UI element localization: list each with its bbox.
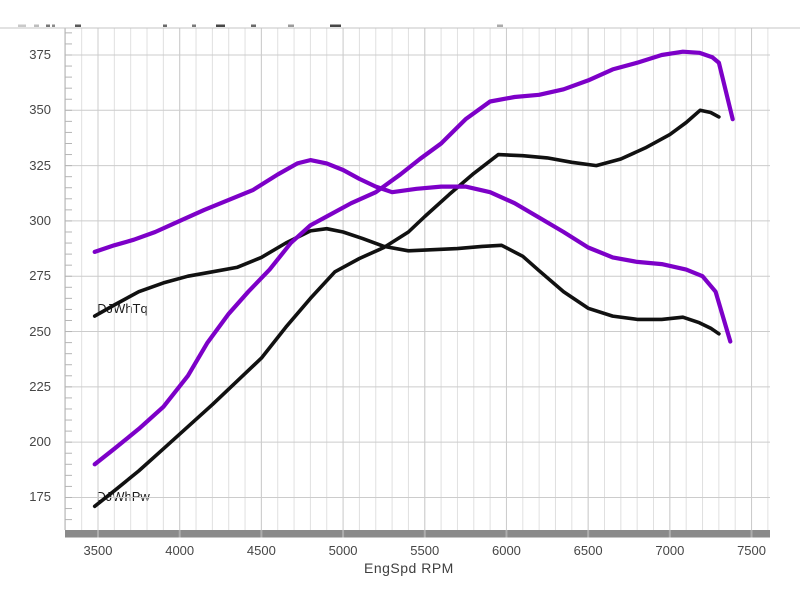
top-edge-text-fragment	[46, 24, 50, 27]
curve-DJWhTq-black-run	[92, 226, 721, 336]
x-tick-label: 7500	[737, 543, 766, 558]
x-axis-bar-notch	[587, 530, 590, 538]
x-axis-bar-notch	[97, 530, 100, 538]
y-tick-label: 175	[29, 489, 51, 505]
top-edge-text-fragment	[497, 24, 503, 27]
x-axis-bar-notch	[178, 530, 181, 538]
curve-DJWhPw-black-run	[92, 108, 721, 509]
top-edge-text-fragment	[18, 24, 26, 27]
x-tick-label: 5500	[410, 543, 440, 558]
x-axis-bar-notch	[342, 530, 345, 538]
y-tick-label: 325	[29, 157, 51, 173]
y-tick-label: 350	[29, 102, 51, 118]
top-edge-text-fragment	[163, 24, 167, 27]
top-edge-text-fragment	[75, 24, 81, 27]
curve-label-djwhtq: DJWhTq	[97, 300, 148, 316]
x-tick-label: 4000	[165, 543, 195, 558]
top-edge-text-fragment	[330, 24, 341, 27]
top-edge-text-fragment	[216, 24, 225, 27]
x-axis-bar-notch	[260, 530, 263, 538]
y-tick-label: 225	[29, 378, 51, 394]
top-edge-text-fragment	[288, 24, 294, 27]
x-axis-title: EngSpd RPM	[364, 560, 454, 576]
x-tick-label: 3500	[83, 543, 113, 558]
y-tick-label: 275	[29, 268, 51, 284]
x-axis-bar-notch	[750, 530, 753, 538]
top-edge-text-fragment	[192, 24, 196, 27]
top-edge-text-fragment	[52, 24, 55, 27]
y-tick-label: 250	[29, 323, 51, 339]
top-edge-text-fragment	[251, 24, 256, 27]
x-tick-label: 4500	[246, 543, 276, 558]
x-tick-label: 7000	[655, 543, 685, 558]
curve-DJWhTq-purple-run	[92, 158, 733, 344]
y-tick-label: 375	[29, 46, 51, 62]
x-tick-label: 5000	[328, 543, 358, 558]
x-tick-label: 6500	[573, 543, 603, 558]
y-tick-label: 300	[29, 212, 51, 228]
x-axis-bar-notch	[423, 530, 426, 538]
x-tick-label: 6000	[491, 543, 521, 558]
x-axis-bar	[65, 530, 770, 538]
curve-DJWhPw-purple-run	[92, 49, 735, 467]
y-tick-label: 200	[29, 434, 51, 450]
x-axis-bar-notch	[505, 530, 508, 538]
x-axis-bar-notch	[668, 530, 671, 538]
top-edge-text-fragment	[34, 24, 39, 27]
